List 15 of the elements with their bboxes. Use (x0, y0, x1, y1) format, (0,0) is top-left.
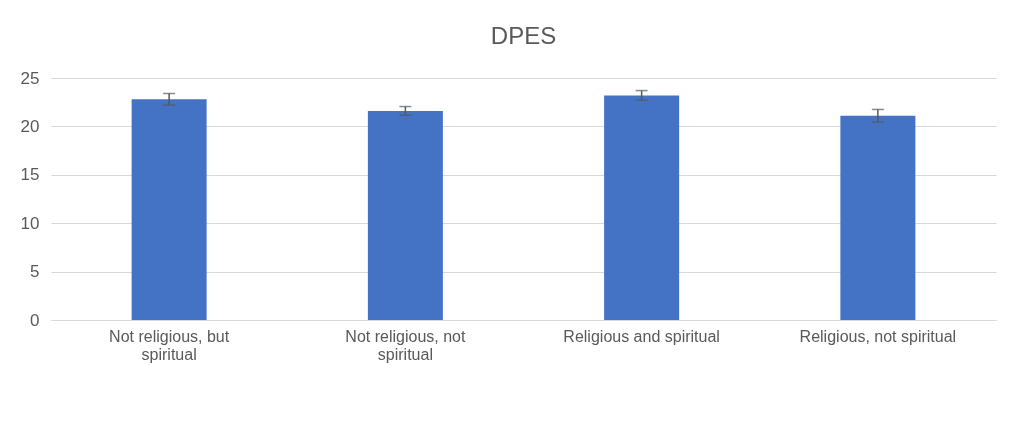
bar (840, 115, 916, 320)
y-tick-label: 25 (20, 68, 40, 88)
chart-title: DPES (490, 22, 557, 49)
y-tick-label: 20 (20, 116, 40, 136)
x-tick-label: Religious and spiritual (563, 327, 720, 345)
x-tick-label: Not religious, not spiritual (345, 327, 466, 363)
x-tick-label: Not religious, but spiritual (109, 327, 230, 363)
bar (604, 95, 680, 320)
bar (131, 99, 207, 320)
y-tick-label: 10 (20, 213, 40, 233)
x-tick-label: Religious, not spiritual (799, 327, 957, 345)
y-tick-label: 5 (30, 262, 40, 282)
y-tick-label: 0 (30, 310, 40, 330)
y-tick-label: 15 (20, 165, 40, 185)
bar (367, 110, 443, 320)
